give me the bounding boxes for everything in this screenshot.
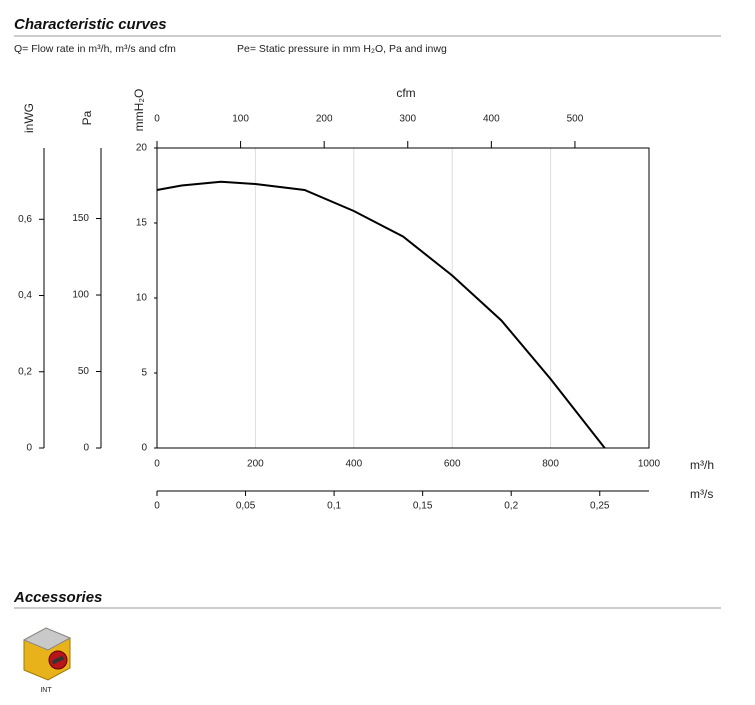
flow-note: Q= Flow rate in m³/h, m³/s and cfm: [14, 43, 176, 55]
x-tick-label: 300: [399, 114, 416, 125]
y-axis-title: inWG: [22, 103, 36, 133]
y-tick-label: 100: [72, 290, 89, 301]
x-tick-label: 600: [444, 459, 461, 470]
x-tick-label: 0: [154, 459, 160, 470]
x-tick-label: 0: [154, 501, 160, 512]
x-tick-label: 400: [345, 459, 362, 470]
x-axis-title: m³/h: [690, 458, 714, 472]
plot-frame: [156, 147, 650, 449]
x-tick-label: 400: [483, 114, 500, 125]
x-tick-label: 1000: [638, 459, 661, 470]
y-axis-title: Pa: [80, 110, 94, 125]
x-axis-title: cfm: [396, 86, 415, 100]
x-tick-label: 0,25: [590, 501, 610, 512]
y-tick-label: 150: [72, 213, 89, 224]
y-tick-label: 0: [83, 443, 89, 454]
x-tick-label: 0,15: [413, 501, 433, 512]
x-tick-label: 800: [542, 459, 559, 470]
y-tick-label: 0,4: [18, 290, 32, 301]
section-title: Characteristic curves: [14, 16, 167, 33]
y-tick-label: 0: [26, 443, 32, 454]
x-tick-label: 0,1: [327, 501, 341, 512]
y-tick-label: 20: [136, 143, 148, 154]
section-title: Accessories: [13, 589, 102, 606]
x-tick-label: 0,2: [504, 501, 518, 512]
accessory-label: INT: [40, 687, 52, 694]
x-tick-label: 0: [154, 114, 160, 125]
y-tick-label: 10: [136, 293, 148, 304]
x-tick-label: 0,05: [236, 501, 256, 512]
x-tick-label: 500: [567, 114, 584, 125]
y-tick-label: 0: [141, 443, 147, 454]
y-tick-label: 15: [136, 218, 148, 229]
x-tick-label: 200: [316, 114, 333, 125]
x-tick-label: 100: [232, 114, 249, 125]
y-axis-title: mmH₂O: [132, 89, 146, 132]
y-tick-label: 5: [141, 368, 147, 379]
y-tick-label: 0,6: [18, 214, 32, 225]
y-tick-label: 50: [78, 366, 90, 377]
x-axis-title: m³/s: [690, 487, 713, 501]
curve: [156, 180, 606, 449]
x-tick-label: 200: [247, 459, 264, 470]
accessory-icon: [22, 627, 72, 681]
y-tick-label: 0,2: [18, 366, 32, 377]
pressure-note: Pe= Static pressure in mm H₂O, Pa and in…: [237, 43, 447, 55]
